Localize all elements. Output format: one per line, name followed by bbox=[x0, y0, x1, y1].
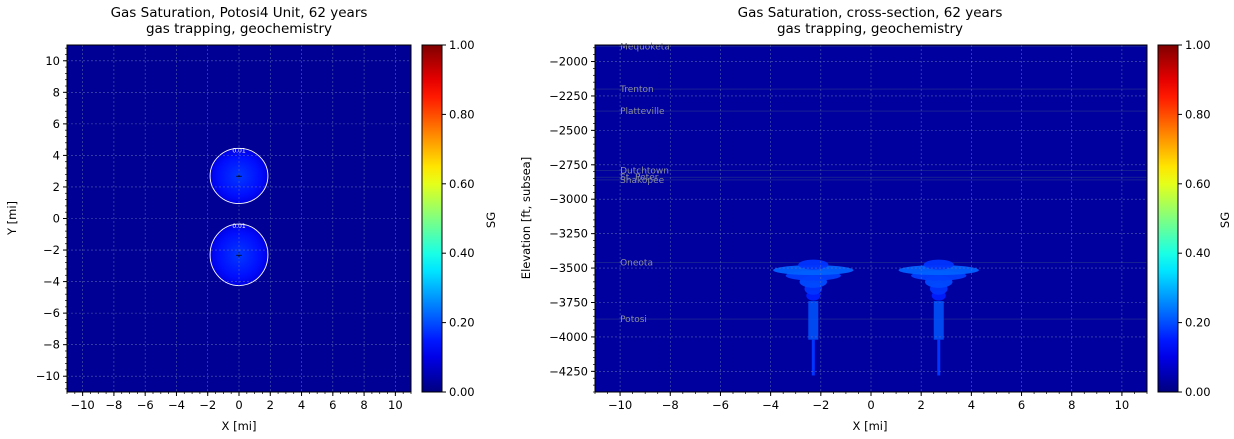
right-axis-ticks: −10 −8 −6 −4 −2 0 2 4 6 8 10 −2000 −2250 −2500 −2750 −3… bbox=[549, 44, 1148, 412]
left-y-tick-label: −4 bbox=[43, 275, 60, 289]
right-colorbar-fill bbox=[1157, 44, 1179, 393]
right-y-tick-label: −2250 bbox=[549, 89, 588, 103]
right-y-tick-label: −4000 bbox=[549, 330, 588, 344]
right-x-axis-label: X [mi] bbox=[853, 419, 888, 433]
cross-section-panel: Gas Saturation, cross-section, 62 years … bbox=[519, 5, 1232, 433]
plume-core bbox=[933, 301, 944, 340]
left-x-tick-label: 4 bbox=[298, 398, 305, 412]
left-colorbar-label: SG bbox=[484, 212, 498, 228]
formation-label: Platteville bbox=[620, 107, 665, 117]
plume-lens bbox=[898, 265, 979, 276]
plume-stem bbox=[811, 339, 815, 376]
left-colorbar-tick-label: 0.80 bbox=[449, 107, 475, 121]
left-y-tick-label: 2 bbox=[53, 180, 60, 194]
right-colorbar: 0.00 0.20 0.40 0.60 0.80 1.00 bbox=[1157, 38, 1211, 399]
left-x-tick-label: 0 bbox=[235, 398, 242, 412]
cross-section-plume-2 bbox=[898, 259, 979, 376]
formation-label: Potosi bbox=[620, 315, 647, 325]
right-title: Gas Saturation, cross-section, 62 years bbox=[738, 5, 1003, 21]
right-y-axis-label: Elevation [ft, subsea] bbox=[519, 157, 533, 279]
left-y-tick-label: 6 bbox=[53, 117, 60, 131]
right-colorbar-tick-label: 0.00 bbox=[1185, 385, 1211, 399]
formation-label: St. Peter bbox=[620, 173, 659, 183]
left-y-tick-label: 8 bbox=[53, 85, 60, 99]
left-y-tick-label: 4 bbox=[53, 148, 60, 162]
left-colorbar-tick-label: 0.00 bbox=[449, 385, 475, 399]
right-y-tick-label: −4250 bbox=[549, 364, 588, 378]
plume-lens bbox=[923, 259, 954, 270]
right-x-tick-label: −6 bbox=[712, 398, 729, 412]
right-colorbar-tick-label: 0.80 bbox=[1185, 107, 1211, 121]
plume-contour-1 bbox=[209, 147, 269, 204]
left-axis-ticks: −10 −8 −6 −4 −2 0 2 4 6 8 10 −10 −8 −6 −4 −2 0 2 4 6 8 10 bbox=[36, 44, 412, 412]
formation-label: Trenton bbox=[619, 85, 654, 95]
right-x-tick-label: 0 bbox=[867, 398, 874, 412]
right-heatmap: Mequoketa Trenton Platteville DutchtownSt. … bbox=[595, 42, 1147, 392]
right-x-tick-label: 8 bbox=[1068, 398, 1075, 412]
left-colorbar-fill bbox=[421, 44, 443, 393]
right-y-tick-label: −3250 bbox=[549, 227, 588, 241]
left-colorbar-tick-label: 1.00 bbox=[449, 38, 475, 52]
formation-label: Mequoketa bbox=[620, 42, 670, 52]
left-y-tick-label: 10 bbox=[45, 54, 60, 68]
right-y-tick-label: −3000 bbox=[549, 192, 588, 206]
formation-label: Dutchtown bbox=[620, 166, 669, 176]
left-y-tick-label: 0 bbox=[53, 212, 60, 226]
left-colorbar-tick-label: 0.40 bbox=[449, 246, 475, 260]
well-marker-2: + bbox=[235, 251, 243, 261]
left-colorbar-tick-label: 0.60 bbox=[449, 177, 475, 191]
right-colorbar-tick-label: 0.20 bbox=[1185, 316, 1211, 330]
plume-stem bbox=[937, 339, 941, 376]
right-y-tick-label: −2000 bbox=[549, 55, 588, 69]
left-x-tick-label: −6 bbox=[137, 398, 154, 412]
right-x-tick-label: −2 bbox=[812, 398, 829, 412]
left-x-tick-label: 8 bbox=[360, 398, 367, 412]
right-colorbar-tick-label: 1.00 bbox=[1185, 38, 1211, 52]
right-subtitle: gas trapping, geochemistry bbox=[777, 21, 963, 37]
right-y-tick-label: −3500 bbox=[549, 261, 588, 275]
right-y-tick-label: −2500 bbox=[549, 123, 588, 137]
left-x-tick-label: 10 bbox=[388, 398, 403, 412]
left-x-tick-label: 6 bbox=[329, 398, 336, 412]
right-x-tick-label: 6 bbox=[1018, 398, 1025, 412]
right-colorbar-tick-label: 0.40 bbox=[1185, 246, 1211, 260]
left-y-tick-label: −8 bbox=[43, 338, 60, 352]
left-x-tick-label: −4 bbox=[168, 398, 185, 412]
right-x-tick-label: 10 bbox=[1115, 398, 1130, 412]
left-y-tick-label: −6 bbox=[43, 306, 60, 320]
left-x-axis-label: X [mi] bbox=[222, 419, 257, 433]
left-colorbar-tick-label: 0.20 bbox=[449, 316, 475, 330]
left-colorbar: 0.00 0.20 0.40 0.60 0.80 1.00 bbox=[421, 38, 475, 399]
formation-label: Shakopee bbox=[620, 176, 665, 186]
plume-lens bbox=[773, 265, 854, 276]
right-x-tick-label: −8 bbox=[662, 398, 679, 412]
right-x-tick-label: −4 bbox=[762, 398, 779, 412]
left-y-axis-label: Y [mi] bbox=[5, 201, 19, 236]
plume-1 bbox=[210, 148, 268, 204]
plan-view-panel: Gas Saturation, Potosi4 Unit, 62 years g… bbox=[5, 5, 498, 433]
plume-core bbox=[808, 301, 819, 340]
formation-label: Oneota bbox=[620, 259, 653, 269]
left-y-tick-label: −10 bbox=[36, 369, 60, 383]
left-x-tick-label: −10 bbox=[70, 398, 94, 412]
right-x-tick-label: −10 bbox=[608, 398, 632, 412]
right-colorbar-label: SG bbox=[1218, 212, 1232, 228]
left-x-tick-label: 2 bbox=[267, 398, 274, 412]
right-x-tick-label: 4 bbox=[968, 398, 975, 412]
right-x-tick-label: 2 bbox=[918, 398, 925, 412]
cross-section-plume-1 bbox=[773, 259, 854, 376]
well-marker-1: + bbox=[235, 172, 243, 182]
left-x-tick-label: −2 bbox=[199, 398, 216, 412]
left-heatmap: 0.010.01++ bbox=[67, 45, 411, 392]
right-colorbar-tick-label: 0.60 bbox=[1185, 177, 1211, 191]
left-subtitle: gas trapping, geochemistry bbox=[146, 21, 332, 37]
right-y-tick-label: −2750 bbox=[549, 158, 588, 172]
left-y-tick-label: −2 bbox=[43, 243, 60, 257]
left-title: Gas Saturation, Potosi4 Unit, 62 years bbox=[111, 5, 368, 21]
right-y-tick-label: −3750 bbox=[549, 295, 588, 309]
left-x-tick-label: −8 bbox=[105, 398, 122, 412]
